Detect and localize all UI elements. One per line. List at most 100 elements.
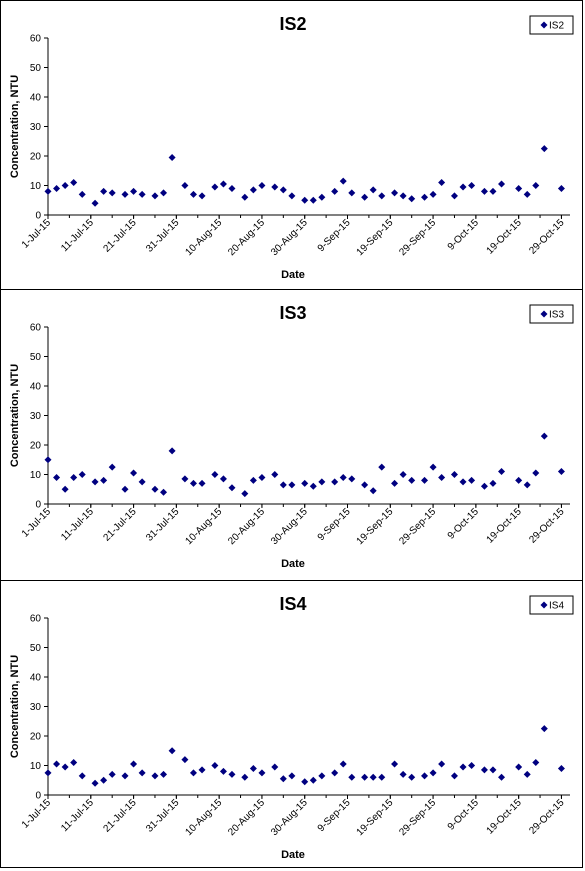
x-tick-label: 20-Aug-15 bbox=[226, 217, 267, 258]
x-tick-label: 31-Jul-15 bbox=[144, 797, 182, 835]
data-point bbox=[53, 184, 61, 192]
x-axis-title: Date bbox=[281, 849, 305, 861]
data-point bbox=[279, 186, 287, 194]
data-point bbox=[160, 488, 168, 496]
x-axis-title: Date bbox=[281, 558, 305, 570]
data-point bbox=[450, 192, 458, 200]
data-point bbox=[489, 766, 497, 774]
data-point bbox=[408, 773, 416, 781]
data-point bbox=[331, 769, 339, 777]
x-tick-label: 20-Aug-15 bbox=[226, 506, 267, 547]
x-tick-label: 19-Oct-15 bbox=[485, 797, 525, 837]
legend-marker bbox=[540, 601, 548, 609]
x-tick-label: 29-Oct-15 bbox=[527, 506, 567, 546]
x-tick-label: 29-Oct-15 bbox=[527, 797, 567, 837]
data-point bbox=[339, 177, 347, 185]
data-point bbox=[53, 473, 61, 481]
x-tick-label: 19-Sep-15 bbox=[355, 797, 396, 838]
data-point bbox=[378, 192, 386, 200]
legend-box bbox=[529, 304, 574, 324]
data-point bbox=[228, 484, 236, 492]
x-tick-label: 19-Sep-15 bbox=[355, 506, 396, 547]
data-point bbox=[181, 756, 189, 764]
x-tick-label: 11-Jul-15 bbox=[59, 506, 96, 543]
x-tick-label: 31-Jul-15 bbox=[144, 217, 182, 255]
chart-svg: IS4 0 10 20 30 40 50 60 1-Jul-15 11-Jul-15 21-Jul-… bbox=[9, 594, 574, 861]
data-point bbox=[249, 764, 257, 772]
x-tick-label: 10-Aug-15 bbox=[183, 506, 224, 547]
data-point bbox=[100, 776, 108, 784]
data-point bbox=[399, 471, 407, 478]
y-tick-label: 20 bbox=[30, 732, 42, 743]
data-point bbox=[53, 760, 61, 768]
data-point bbox=[160, 770, 168, 778]
chart-svg: IS2 0 10 20 30 40 50 60 1-Jul-15 11-Jul-15 21-Jul-… bbox=[9, 14, 574, 281]
legend-label: IS2 bbox=[549, 21, 564, 32]
data-point bbox=[151, 772, 159, 780]
data-point bbox=[138, 478, 146, 486]
data-point bbox=[301, 778, 309, 786]
data-point bbox=[130, 469, 138, 477]
data-point bbox=[279, 481, 287, 489]
data-point bbox=[480, 482, 488, 490]
x-tick-label: 21-Jul-15 bbox=[101, 506, 139, 544]
data-point bbox=[348, 189, 356, 197]
x-tick-label: 19-Oct-15 bbox=[485, 506, 525, 546]
data-point bbox=[515, 763, 523, 771]
data-point bbox=[91, 779, 99, 787]
data-point bbox=[515, 476, 523, 484]
data-point bbox=[532, 759, 540, 767]
data-point bbox=[189, 190, 197, 198]
x-tick-label: 30-Aug-15 bbox=[269, 506, 310, 547]
x-tick-label: 9-Sep-15 bbox=[316, 797, 353, 834]
data-point bbox=[480, 766, 488, 774]
data-point bbox=[468, 762, 476, 769]
data-point bbox=[258, 769, 266, 777]
y-tick-label: 20 bbox=[30, 441, 42, 452]
data-point bbox=[44, 187, 52, 195]
data-point bbox=[468, 476, 476, 484]
y-tick-label: 60 bbox=[30, 34, 42, 45]
data-point bbox=[361, 481, 369, 489]
data-point bbox=[361, 773, 369, 781]
data-point bbox=[361, 193, 369, 201]
data-point bbox=[108, 463, 116, 471]
legend-marker bbox=[540, 310, 548, 318]
data-point bbox=[489, 479, 497, 487]
data-point bbox=[249, 186, 257, 194]
data-point bbox=[369, 487, 377, 495]
data-point bbox=[160, 189, 168, 197]
data-point bbox=[219, 767, 227, 775]
chart-panel-is2: IS2 0 10 20 30 40 50 60 1-Jul-15 11-Jul-15 21-Jul-… bbox=[0, 0, 583, 290]
data-point bbox=[151, 485, 159, 493]
x-tick-label: 21-Jul-15 bbox=[101, 217, 139, 255]
data-point bbox=[78, 190, 86, 198]
x-tick-label: 29-Sep-15 bbox=[397, 797, 438, 838]
data-point bbox=[61, 763, 69, 771]
data-point bbox=[168, 447, 176, 455]
data-point bbox=[318, 193, 326, 201]
data-point bbox=[181, 182, 189, 189]
legend-box bbox=[529, 595, 574, 615]
x-tick-label: 11-Jul-15 bbox=[59, 797, 96, 834]
data-point bbox=[468, 182, 476, 189]
data-point bbox=[130, 760, 138, 768]
data-point bbox=[241, 193, 249, 201]
data-point bbox=[399, 192, 407, 200]
data-point bbox=[421, 772, 429, 780]
data-point bbox=[459, 763, 467, 771]
data-point bbox=[121, 772, 129, 780]
y-tick-label: 0 bbox=[35, 500, 41, 511]
y-tick-label: 30 bbox=[30, 411, 42, 422]
data-point bbox=[211, 762, 219, 769]
data-point bbox=[391, 479, 399, 487]
data-point bbox=[339, 473, 347, 481]
x-tick-label: 9-Oct-15 bbox=[446, 797, 482, 833]
data-point bbox=[70, 473, 78, 481]
x-axis-title: Date bbox=[281, 269, 305, 281]
data-point bbox=[70, 759, 78, 767]
legend-label: IS4 bbox=[549, 601, 564, 612]
data-point bbox=[301, 196, 309, 204]
x-tick-label: 1-Jul-15 bbox=[20, 217, 54, 251]
y-axis-title: Concentration, NTU bbox=[9, 364, 21, 467]
